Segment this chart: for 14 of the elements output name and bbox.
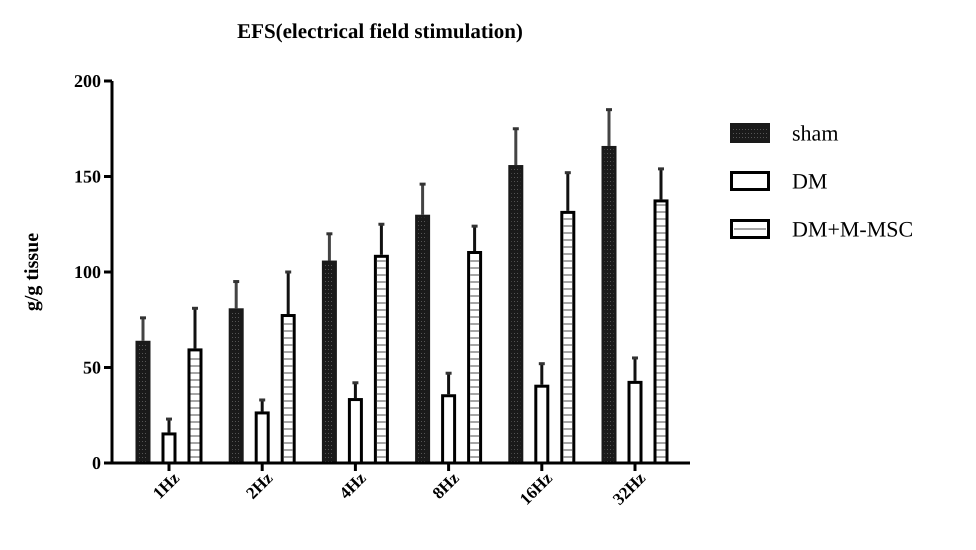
x-tick-label: 1Hz [149,468,184,503]
y-tick-label: 200 [74,70,101,91]
x-tick-label: 4Hz [335,468,370,503]
y-tick-label: 150 [74,166,101,186]
legend-label: sham [792,120,838,146]
chart-title: EFS(electrical field stimulation) [237,19,523,43]
y-tick-label: 100 [74,262,101,282]
y-axis-title: g/g tissue [21,232,43,312]
x-tick-label: 2Hz [242,468,277,503]
y-tick-label: 50 [83,357,101,378]
x-tick-label: 8Hz [428,468,464,503]
y-tick-label: 0 [92,452,101,473]
legend-label: DM+M-MSC [792,216,914,242]
legend-label: DM [792,168,828,194]
